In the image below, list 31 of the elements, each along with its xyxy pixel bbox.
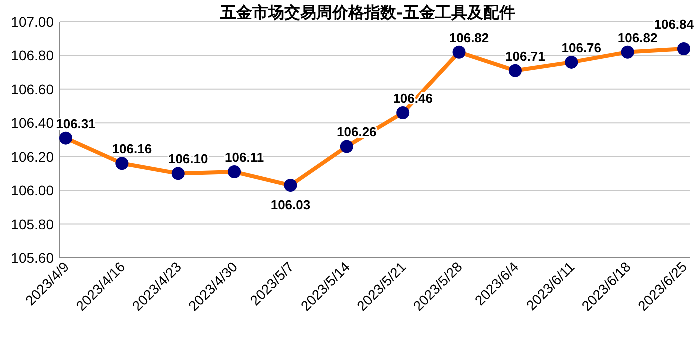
y-tick-label: 107.00 <box>11 14 54 30</box>
y-tick-label: 106.60 <box>11 81 54 98</box>
point <box>228 166 242 179</box>
point <box>678 42 690 56</box>
point <box>60 132 72 145</box>
data-label: 106.76 <box>562 40 602 56</box>
point <box>340 140 354 154</box>
point <box>116 157 129 170</box>
point <box>452 46 466 59</box>
point <box>508 64 522 78</box>
point <box>621 46 634 59</box>
y-tick-label: 106.20 <box>11 148 54 165</box>
data-label: 106.82 <box>618 30 658 46</box>
data-label: 106.03 <box>270 198 311 213</box>
y-tick-label: 106.00 <box>11 182 54 199</box>
point <box>565 56 578 69</box>
data-label: 106.10 <box>168 152 208 167</box>
point <box>396 106 410 120</box>
data-label: 106.11 <box>225 150 264 166</box>
y-tick-label: 105.80 <box>11 216 54 232</box>
point <box>172 167 185 180</box>
chart-title: 五金市场交易周价格指数-五金工具及配件 <box>220 3 516 22</box>
y-tick-label: 105.60 <box>11 250 54 266</box>
data-label: 106.82 <box>449 30 490 46</box>
data-label: 106.71 <box>506 48 546 64</box>
data-label: 106.84 <box>654 16 695 32</box>
data-label: 106.16 <box>112 142 152 157</box>
data-label: 106.31 <box>56 116 96 132</box>
y-tick-label: 106.80 <box>11 48 54 64</box>
y-tick-label: 106.40 <box>11 115 54 132</box>
point <box>284 179 298 192</box>
